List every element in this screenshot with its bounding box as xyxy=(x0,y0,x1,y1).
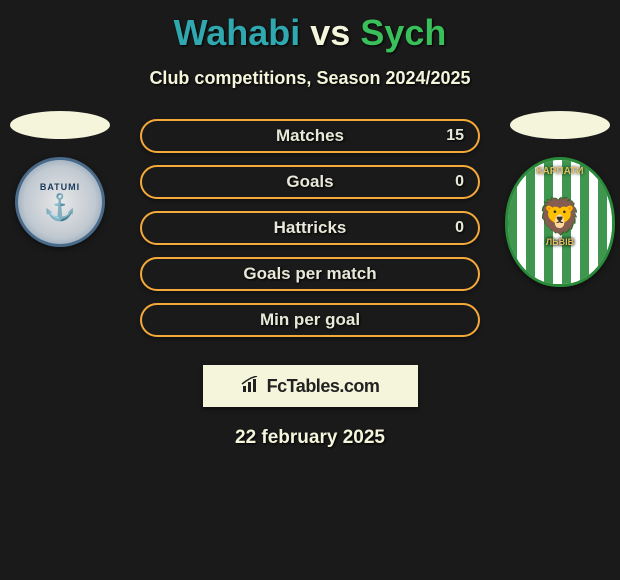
player1-column: BATUMI ⚓ xyxy=(0,111,120,247)
brand-text: FcTables.com xyxy=(267,376,380,397)
stat-bar-min-per-goal: Min per goal xyxy=(140,303,480,337)
lion-icon: 🦁 xyxy=(539,197,581,237)
chart-icon xyxy=(241,376,261,397)
brand-footer[interactable]: FcTables.com xyxy=(203,365,418,407)
stat-label: Goals xyxy=(286,172,333,192)
vs-text: vs xyxy=(310,12,350,53)
player2-avatar-placeholder xyxy=(510,111,610,139)
stat-label: Min per goal xyxy=(260,310,360,330)
date-text: 22 february 2025 xyxy=(0,427,620,449)
player2-name: Sych xyxy=(360,12,446,53)
subtitle: Club competitions, Season 2024/2025 xyxy=(0,68,620,89)
badge2-text-bottom: ЛЬВІВ xyxy=(539,237,581,247)
player1-club-badge: BATUMI ⚓ xyxy=(15,157,105,247)
player1-avatar-placeholder xyxy=(10,111,110,139)
stat-bar-goals: Goals 0 xyxy=(140,165,480,199)
badge2-text-top: КАРПАТИ xyxy=(508,166,612,177)
stat-bar-matches: Matches 15 xyxy=(140,119,480,153)
stat-label: Matches xyxy=(276,126,344,146)
stat-bar-hattricks: Hattricks 0 xyxy=(140,211,480,245)
stat-bars: Matches 15 Goals 0 Hattricks 0 Goals per… xyxy=(140,119,480,349)
anchor-icon: ⚓ xyxy=(44,192,76,223)
player1-name: Wahabi xyxy=(174,12,301,53)
stat-label: Goals per match xyxy=(243,264,376,284)
stats-stage: BATUMI ⚓ Matches 15 Goals 0 Hattricks 0 … xyxy=(0,119,620,349)
player2-club-badge: КАРПАТИ 🦁 ЛЬВІВ xyxy=(505,157,615,287)
stat-value-right: 0 xyxy=(455,173,464,191)
comparison-title: Wahabi vs Sych xyxy=(0,0,620,54)
stat-value-right: 0 xyxy=(455,219,464,237)
player2-column: КАРПАТИ 🦁 ЛЬВІВ xyxy=(500,111,620,287)
badge2-inner: 🦁 ЛЬВІВ xyxy=(539,197,581,247)
stat-label: Hattricks xyxy=(274,218,347,238)
stat-bar-goals-per-match: Goals per match xyxy=(140,257,480,291)
stat-value-right: 15 xyxy=(446,127,464,145)
badge1-text: BATUMI xyxy=(40,182,80,192)
